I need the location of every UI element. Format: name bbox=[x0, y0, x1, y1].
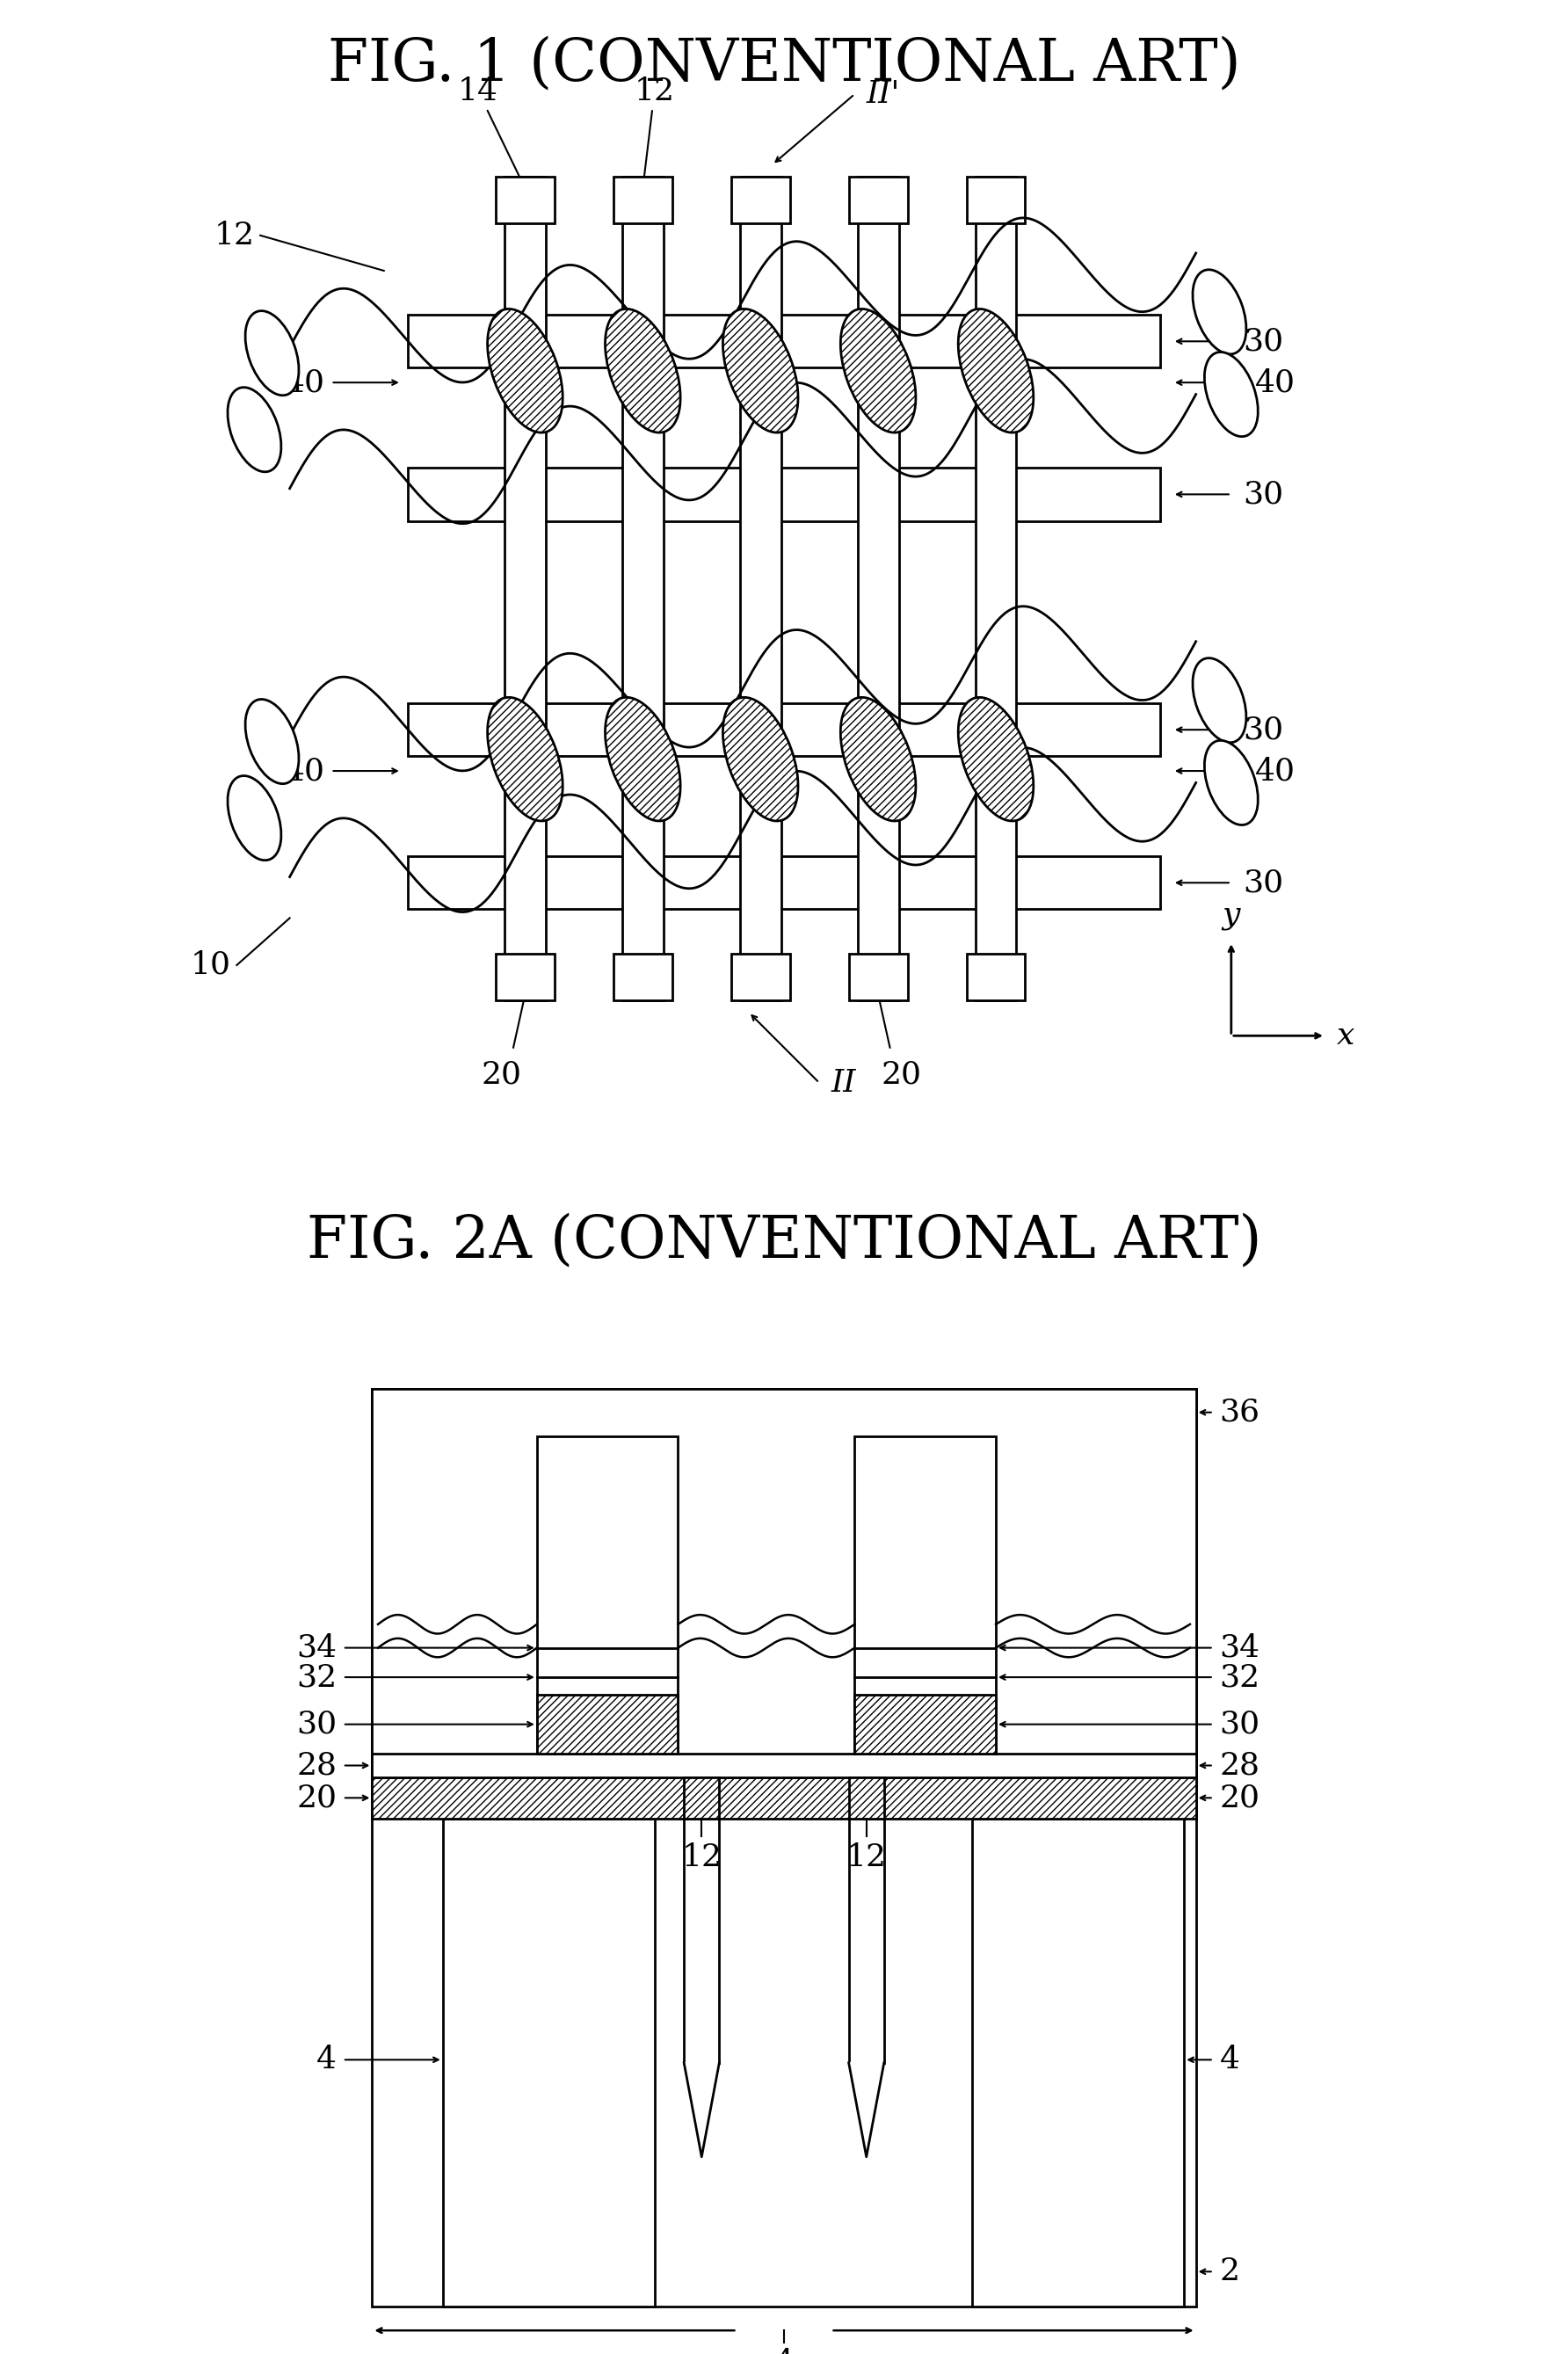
Bar bbox=[740, 177, 781, 1000]
Ellipse shape bbox=[245, 311, 299, 395]
Ellipse shape bbox=[488, 308, 563, 433]
Ellipse shape bbox=[1193, 271, 1247, 353]
Bar bbox=[495, 177, 555, 224]
Text: 4: 4 bbox=[1220, 2046, 1240, 2074]
Ellipse shape bbox=[227, 388, 281, 471]
Bar bbox=[408, 704, 1160, 756]
Bar bbox=[495, 953, 555, 1000]
Text: 30: 30 bbox=[1243, 480, 1284, 508]
Text: x: x bbox=[1338, 1022, 1355, 1050]
Bar bbox=[613, 177, 673, 224]
Bar bbox=[442, 1817, 654, 2307]
Bar bbox=[855, 1436, 996, 1754]
Bar bbox=[966, 953, 1025, 1000]
Text: 12: 12 bbox=[682, 1841, 721, 1871]
Text: II': II' bbox=[867, 80, 900, 108]
Text: 30: 30 bbox=[1243, 716, 1284, 744]
Bar bbox=[372, 1389, 1196, 1789]
Ellipse shape bbox=[488, 697, 563, 822]
Text: 10: 10 bbox=[190, 951, 230, 979]
Ellipse shape bbox=[245, 699, 299, 784]
Text: FIG. 2A (CONVENTIONAL ART): FIG. 2A (CONVENTIONAL ART) bbox=[306, 1212, 1262, 1269]
Bar bbox=[372, 1389, 1196, 2307]
Bar bbox=[848, 177, 908, 224]
Polygon shape bbox=[684, 2062, 720, 2156]
Polygon shape bbox=[848, 2062, 884, 2156]
Ellipse shape bbox=[958, 308, 1033, 433]
Bar bbox=[855, 1695, 996, 1754]
Ellipse shape bbox=[723, 308, 798, 433]
Ellipse shape bbox=[1193, 659, 1247, 742]
Text: 20: 20 bbox=[481, 1059, 522, 1090]
Text: 14: 14 bbox=[458, 75, 524, 186]
Text: 40: 40 bbox=[284, 367, 325, 398]
Text: FIG. 1 (CONVENTIONAL ART): FIG. 1 (CONVENTIONAL ART) bbox=[328, 35, 1240, 92]
Text: 30: 30 bbox=[1220, 1709, 1261, 1740]
Bar bbox=[372, 1754, 1196, 1777]
Bar bbox=[731, 953, 790, 1000]
Text: 32: 32 bbox=[1220, 1662, 1261, 1693]
Bar bbox=[848, 953, 908, 1000]
Bar bbox=[684, 1777, 720, 1817]
Ellipse shape bbox=[605, 697, 681, 822]
Text: 4: 4 bbox=[317, 2046, 337, 2074]
Bar bbox=[966, 177, 1025, 224]
Text: 12: 12 bbox=[847, 1841, 886, 1871]
Bar bbox=[622, 177, 663, 1000]
Bar bbox=[505, 177, 546, 1000]
Text: 20: 20 bbox=[1220, 1782, 1259, 1813]
Ellipse shape bbox=[605, 308, 681, 433]
Text: II: II bbox=[831, 1069, 856, 1097]
Ellipse shape bbox=[1204, 742, 1258, 824]
Bar bbox=[731, 177, 790, 224]
Text: 2: 2 bbox=[1220, 2257, 1240, 2286]
Bar bbox=[408, 857, 1160, 909]
Bar bbox=[536, 1436, 677, 1754]
Text: 32: 32 bbox=[296, 1662, 337, 1693]
Text: 12: 12 bbox=[213, 221, 254, 250]
Bar bbox=[613, 953, 673, 1000]
Text: 40: 40 bbox=[284, 756, 325, 786]
Text: 28: 28 bbox=[1220, 1751, 1259, 1780]
Text: 4: 4 bbox=[775, 2349, 793, 2354]
Bar bbox=[408, 315, 1160, 367]
Text: 12: 12 bbox=[635, 75, 674, 186]
Text: 30: 30 bbox=[1243, 327, 1284, 355]
Bar bbox=[848, 1777, 884, 1817]
Text: 40: 40 bbox=[1254, 756, 1295, 786]
Bar bbox=[972, 1817, 1184, 2307]
Text: 30: 30 bbox=[1243, 869, 1284, 897]
Ellipse shape bbox=[723, 697, 798, 822]
Text: 34: 34 bbox=[1220, 1634, 1261, 1662]
Text: 30: 30 bbox=[296, 1709, 337, 1740]
Ellipse shape bbox=[958, 697, 1033, 822]
Bar bbox=[536, 1695, 677, 1754]
Text: 40: 40 bbox=[1254, 367, 1295, 398]
Bar bbox=[975, 177, 1016, 1000]
Ellipse shape bbox=[840, 308, 916, 433]
Ellipse shape bbox=[1204, 353, 1258, 435]
Text: 20: 20 bbox=[881, 1059, 922, 1090]
Bar bbox=[408, 468, 1160, 520]
Bar bbox=[858, 177, 898, 1000]
Bar bbox=[372, 1777, 1196, 1817]
Text: 34: 34 bbox=[296, 1634, 337, 1662]
Text: y: y bbox=[1223, 899, 1240, 930]
Text: 36: 36 bbox=[1220, 1398, 1259, 1427]
Text: 28: 28 bbox=[296, 1751, 337, 1780]
Ellipse shape bbox=[840, 697, 916, 822]
Text: 20: 20 bbox=[296, 1782, 337, 1813]
Ellipse shape bbox=[227, 777, 281, 859]
